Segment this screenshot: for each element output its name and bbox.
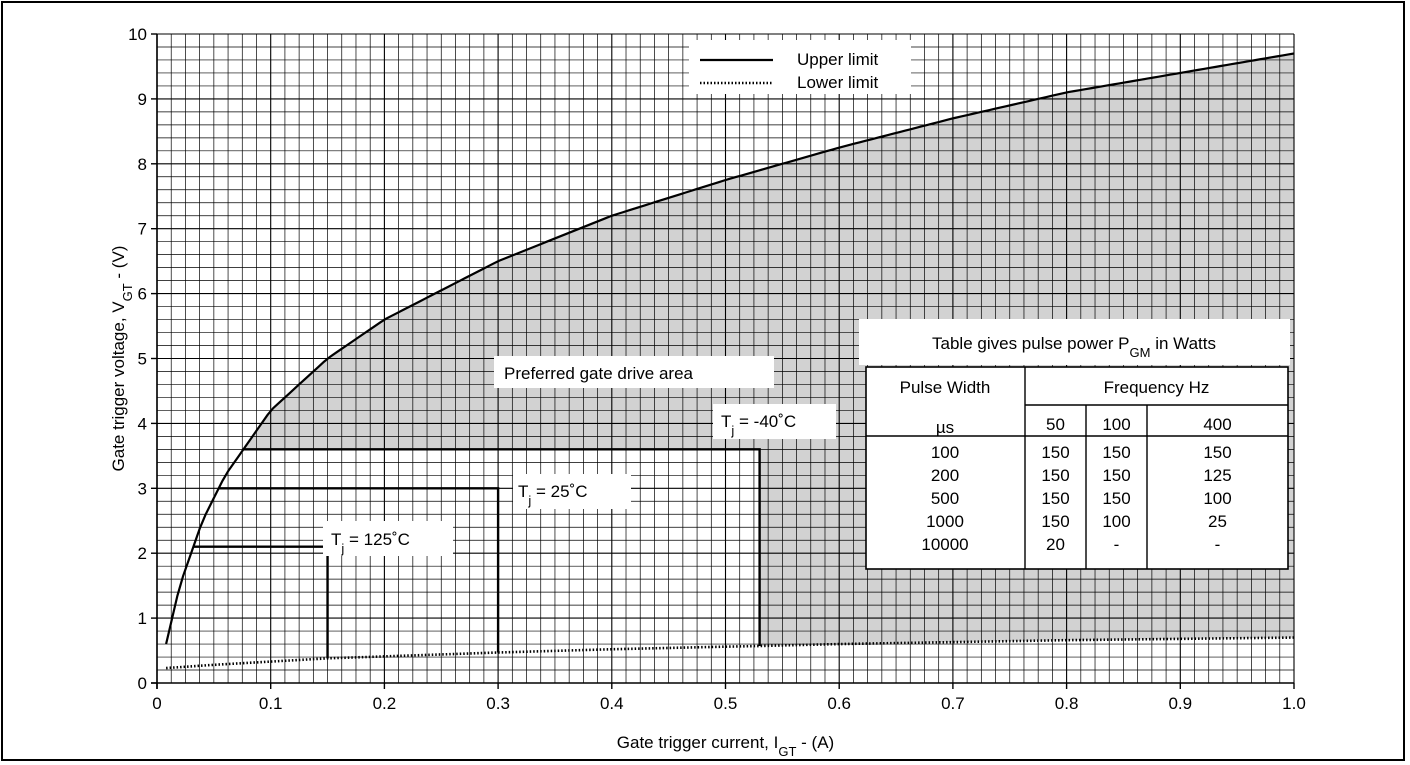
table-cell-width: 500 [931,489,959,508]
y-axis-label: Gate trigger voltage, VGT - (V) [109,246,135,472]
y-tick-label: 8 [138,155,147,174]
series-upper-limit [165,52,1294,645]
table-box [865,366,1289,570]
x-tick-label: 0.3 [486,694,510,713]
table-cell-width: 100 [931,443,959,462]
table-cell-value: 25 [1208,512,1227,531]
temperature-label-bg [323,521,453,556]
table-cell-value: 100 [1203,489,1231,508]
table-cell-value: 20 [1046,535,1065,554]
table-cell-value: 150 [1041,443,1069,462]
x-tick-label: 0.5 [714,694,738,713]
y-tick-label: 9 [138,90,147,109]
table-cell-value: - [1114,535,1120,554]
area-label-bg [494,356,774,388]
table-cell-value: 150 [1203,443,1231,462]
y-tick-label: 7 [138,220,147,239]
y-tick-label: 1 [138,609,147,628]
axes: 0 0.1 0.2 0.3 0.4 0.5 0.6 0.7 0.8 0.9 1.0 0 1 2 3 4 5 6 7 8… [109,25,1306,759]
temperature-label-bg [713,404,836,439]
legend-label-lower: Lower limit [797,73,879,92]
x-tick-label: 0.1 [259,694,283,713]
temperature-box-1 [218,487,500,653]
pulse-power-table: Table gives pulse power PGM in Watts Puls… [859,319,1290,570]
x-tick-label: 0.9 [1168,694,1192,713]
table-header-pulse-width: Pulse Width [900,378,991,397]
x-tick-label: 0.2 [373,694,397,713]
x-tick-label: 0.6 [827,694,851,713]
y-tick-label: 10 [128,25,147,44]
table-cell-value: 100 [1102,512,1130,531]
y-tick-label: 0 [138,674,147,693]
table-title-bg [859,319,1290,365]
table-cell-value: 150 [1041,466,1069,485]
table-frequency-400: 400 [1203,415,1231,434]
temperature-box-0 [243,448,761,647]
x-tick-label: 0.8 [1055,694,1079,713]
legend-bg [689,40,911,94]
table-cell-value: 150 [1102,466,1130,485]
table-cell-value: 150 [1041,489,1069,508]
table-frequency-100: 100 [1102,415,1130,434]
y-tick-label: 6 [138,285,147,304]
x-tick-label: 0.4 [600,694,624,713]
y-tick-label: 2 [138,544,147,563]
x-tick-label: 0.7 [941,694,965,713]
table-cell-width: 10000 [921,535,968,554]
table-cell-width: 1000 [926,512,964,531]
temperature-boxes [193,448,761,659]
annotations: Tj = -40˚C Tj = 25˚C Tj = 125˚C Preferred g… [323,356,836,556]
table-cell-value: 125 [1203,466,1231,485]
x-tick-label: 0 [152,694,161,713]
legend-label-upper: Upper limit [797,50,879,69]
table-cell-value: - [1215,535,1221,554]
temperature-label: Tj = 25˚C [518,482,588,508]
table-cell-value: 150 [1102,443,1130,462]
legend: Upper limit Lower limit [689,40,911,94]
table-header-unit: µs [936,418,954,437]
x-tick-label: 1.0 [1282,694,1306,713]
series-lower-limit [166,636,1294,670]
area-label: Preferred gate drive area [504,364,694,383]
table-cell-width: 200 [931,466,959,485]
table-title: Table gives pulse power PGM in Watts [932,334,1216,360]
table-frequency-50: 50 [1046,415,1065,434]
y-tick-label: 3 [138,479,147,498]
y-tick-label: 4 [138,414,147,433]
temperature-label: Tj = 125˚C [331,530,410,556]
table-header-frequency: Frequency Hz [1104,378,1210,397]
x-axis-label: Gate trigger current, IGT - (A) [617,733,834,759]
temperature-label: Tj = -40˚C [721,412,796,438]
table-cell-value: 150 [1102,489,1130,508]
table-cell-value: 150 [1041,512,1069,531]
y-tick-label: 5 [138,350,147,369]
series-lines [165,52,1294,670]
temperature-label-bg [513,474,631,509]
